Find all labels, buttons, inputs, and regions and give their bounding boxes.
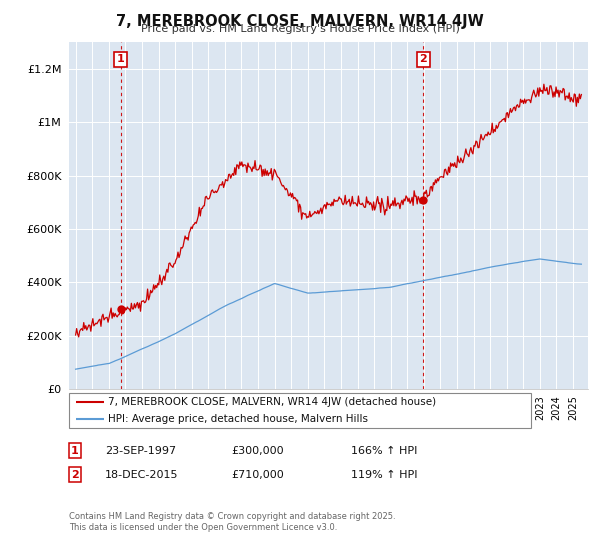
Text: 2: 2: [71, 470, 79, 480]
FancyBboxPatch shape: [69, 393, 531, 428]
Text: 1: 1: [117, 54, 125, 64]
Text: HPI: Average price, detached house, Malvern Hills: HPI: Average price, detached house, Malv…: [108, 414, 368, 424]
Text: £710,000: £710,000: [231, 470, 284, 480]
Text: 1: 1: [71, 446, 79, 456]
Text: 2: 2: [419, 54, 427, 64]
Text: 166% ↑ HPI: 166% ↑ HPI: [351, 446, 418, 456]
Text: 7, MEREBROOK CLOSE, MALVERN, WR14 4JW (detached house): 7, MEREBROOK CLOSE, MALVERN, WR14 4JW (d…: [108, 397, 436, 407]
Text: 18-DEC-2015: 18-DEC-2015: [105, 470, 179, 480]
Text: Contains HM Land Registry data © Crown copyright and database right 2025.
This d: Contains HM Land Registry data © Crown c…: [69, 512, 395, 532]
Text: 7, MEREBROOK CLOSE, MALVERN, WR14 4JW: 7, MEREBROOK CLOSE, MALVERN, WR14 4JW: [116, 14, 484, 29]
Text: 119% ↑ HPI: 119% ↑ HPI: [351, 470, 418, 480]
Text: Price paid vs. HM Land Registry's House Price Index (HPI): Price paid vs. HM Land Registry's House …: [140, 24, 460, 34]
Text: 23-SEP-1997: 23-SEP-1997: [105, 446, 176, 456]
Text: £300,000: £300,000: [231, 446, 284, 456]
